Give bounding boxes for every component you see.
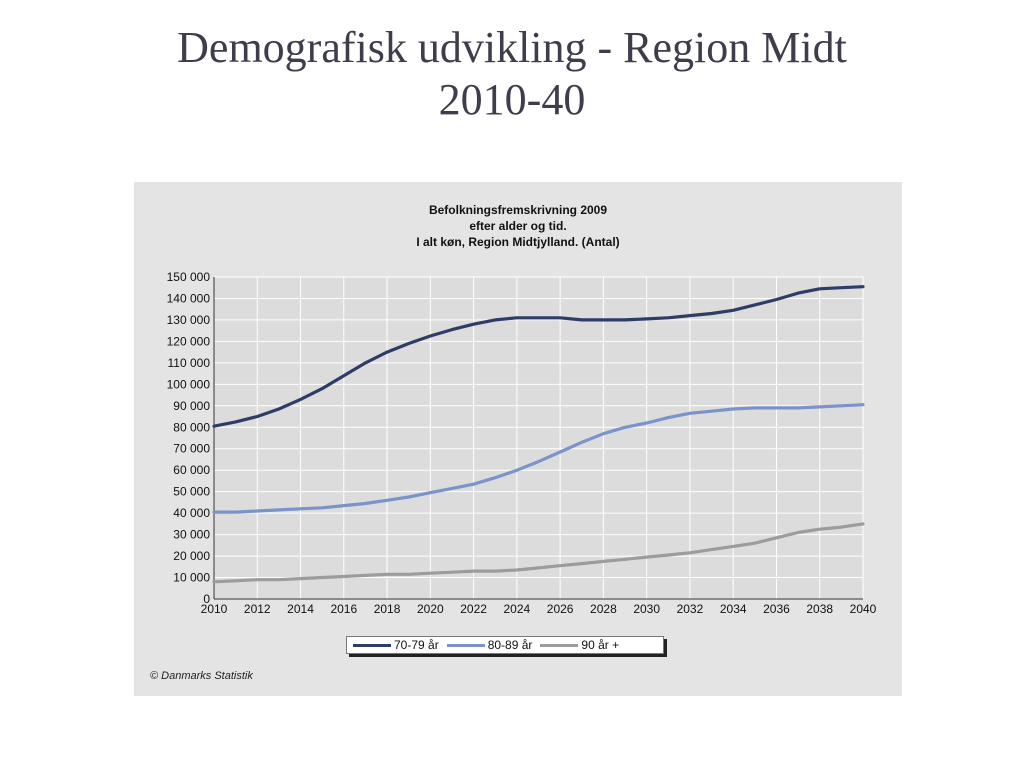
- x-tick-label: 2012: [244, 602, 271, 616]
- y-tick-label: 90 000: [173, 399, 210, 413]
- x-tick-label: 2028: [590, 602, 617, 616]
- chart-title-line-3: I alt køn, Region Midtjylland. (Antal): [416, 235, 620, 249]
- y-tick-label: 70 000: [173, 442, 210, 456]
- legend-label-80-89: 80-89 år: [487, 638, 533, 652]
- chart-title-line-1: Befolkningsfremskrivning 2009: [428, 203, 608, 217]
- line-chart: 0 10 000 20 000 30 000 40 000 50 000 60 000 70 …: [167, 270, 877, 616]
- x-tick-label: 2016: [330, 602, 357, 616]
- slide-title-line-1: Demografisk udvikling - Region Midt: [177, 23, 847, 72]
- slide-title-line-2: 2010-40: [438, 75, 586, 124]
- y-tick-label: 60 000: [173, 463, 210, 477]
- y-tick-label: 20 000: [173, 549, 210, 563]
- x-tick-label: 2010: [201, 602, 228, 616]
- legend-swatch-90-plus: [540, 643, 579, 647]
- y-tick-label: 110 000: [168, 356, 211, 370]
- source-credit: © Danmarks Statistik: [150, 670, 253, 682]
- legend-item-80-89: 80-89 år: [446, 638, 533, 652]
- x-tick-label: 2018: [374, 602, 401, 616]
- x-tick-label: 2038: [806, 602, 833, 616]
- y-tick-label: 100 000: [167, 377, 211, 391]
- series-line-70-79: [212, 285, 865, 428]
- x-tick-label: 2036: [763, 602, 790, 616]
- x-tick-label: 2022: [460, 602, 487, 616]
- y-tick-label: 40 000: [173, 506, 210, 520]
- x-tick-label: 2030: [633, 602, 660, 616]
- y-tick-label: 80 000: [173, 420, 210, 434]
- x-tick-label: 2032: [677, 602, 704, 616]
- y-tick-label: 120 000: [167, 334, 211, 348]
- y-tick-label: 50 000: [173, 485, 210, 499]
- y-tick-label: 0: [203, 592, 210, 606]
- legend-swatch-70-79: [353, 643, 391, 647]
- legend-swatch-80-89: [446, 643, 485, 647]
- legend-item-90-plus: 90 år +: [540, 638, 619, 652]
- y-tick-label: 140 000: [167, 291, 211, 305]
- series-line-80-89: [212, 403, 865, 514]
- x-tick-label: 2034: [720, 602, 747, 616]
- y-tick-label: 10 000: [173, 571, 210, 585]
- y-tick-label: 30 000: [173, 528, 210, 542]
- y-tick-label: 150 000: [167, 270, 211, 284]
- chart-legend: 70-79 år 80-89 år 90 år +: [346, 636, 664, 654]
- chart-title: Befolkningsfremskrivning 2009 efter alde…: [134, 202, 902, 250]
- chart-frame: Befolkningsfremskrivning 2009 efter alde…: [134, 182, 902, 696]
- slide-title: Demografisk udvikling - Region Midt 2010…: [0, 22, 1024, 126]
- legend-label-70-79: 70-79 år: [394, 638, 439, 652]
- x-tick-label: 2020: [417, 602, 444, 616]
- x-tick-label: 2014: [287, 602, 314, 616]
- x-tick-label: 2024: [504, 602, 531, 616]
- x-tick-label: 2026: [547, 602, 574, 616]
- chart-title-line-2: efter alder og tid.: [469, 219, 567, 233]
- x-tick-label: 2040: [850, 602, 877, 616]
- y-tick-label: 130 000: [167, 313, 211, 327]
- series-line-90-plus: [212, 522, 865, 584]
- plot-area: [214, 277, 863, 599]
- legend-item-70-79: 70-79 år: [353, 638, 439, 652]
- legend-label-90-plus: 90 år +: [581, 638, 620, 652]
